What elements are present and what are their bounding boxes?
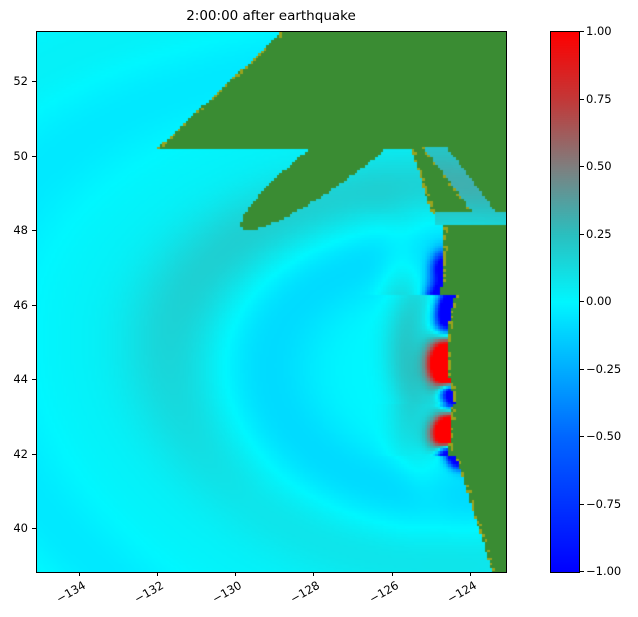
colorbar-tick-label: 1.00 [586, 24, 612, 38]
colorbar-tick-mark [580, 301, 584, 302]
x-tick-mark [313, 572, 315, 576]
y-tick-label: 42 [13, 446, 28, 461]
colorbar-tick-label: −0.75 [586, 496, 622, 511]
y-tick-label: 44 [13, 372, 28, 387]
x-tick-label: −130 [209, 578, 245, 606]
colorbar-tick-label: 0.50 [586, 159, 612, 173]
y-tick-label: 52 [13, 74, 28, 89]
y-tick-mark [32, 155, 36, 157]
y-tick-label: 46 [13, 297, 28, 312]
colorbar-tick-mark [580, 571, 584, 572]
colorbar-tick-label: 0.25 [586, 226, 612, 241]
x-tick-mark [235, 572, 237, 576]
map-axes[interactable] [36, 31, 507, 573]
x-tick-label: −128 [288, 578, 323, 606]
colorbar-tick-label: −0.25 [586, 361, 622, 376]
x-tick-mark [469, 572, 471, 576]
y-tick-label: 48 [13, 223, 28, 238]
colorbar-tick-mark [580, 233, 584, 235]
colorbar[interactable] [550, 31, 580, 573]
y-tick-mark [32, 230, 36, 232]
colorbar-tick-mark [580, 436, 584, 437]
colorbar-tick-mark [580, 368, 584, 370]
colorbar-tick-label: −0.50 [586, 429, 622, 443]
x-tick-mark [157, 572, 159, 576]
colorbar-tick-mark [580, 98, 584, 100]
colorbar-tick-mark [580, 31, 584, 32]
colorbar-tick-label: −1.00 [586, 564, 622, 578]
x-tick-mark [391, 572, 393, 576]
x-tick-label: −134 [53, 578, 88, 606]
x-tick-label: −126 [366, 578, 401, 606]
y-tick-mark [32, 304, 36, 306]
colorbar-gradient [551, 32, 579, 572]
colorbar-tick-label: 0.00 [586, 294, 612, 308]
x-tick-mark [78, 572, 80, 576]
x-tick-label: −124 [444, 578, 479, 606]
y-tick-mark [32, 81, 36, 83]
y-tick-label: 50 [13, 148, 28, 163]
tsunami-heatmap-canvas[interactable] [37, 32, 506, 572]
y-tick-mark [32, 528, 36, 530]
colorbar-tick-label: 0.75 [586, 91, 612, 106]
y-tick-mark [32, 379, 36, 381]
colorbar-tick-mark [580, 503, 584, 505]
colorbar-tick-mark [580, 166, 584, 167]
x-tick-label: −132 [131, 578, 167, 606]
y-tick-label: 40 [13, 521, 28, 536]
y-tick-mark [32, 453, 36, 455]
page-title: 2:00:00 after earthquake [186, 8, 356, 24]
